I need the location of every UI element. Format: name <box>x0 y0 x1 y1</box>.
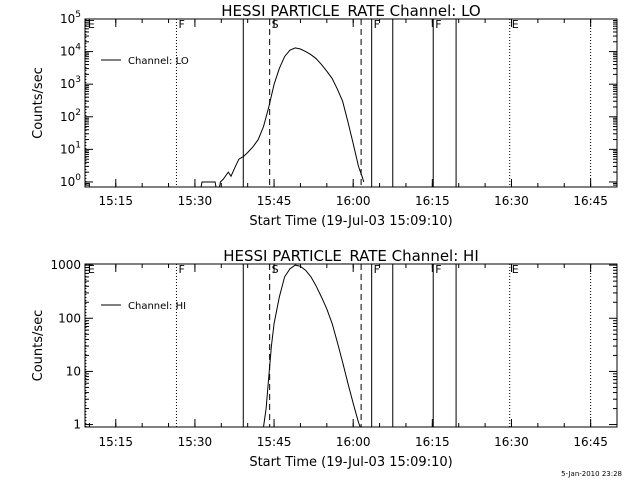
x-tick-label: 16:30 <box>494 194 529 208</box>
event-marker-label: F <box>374 18 380 31</box>
y-tick-exponent: 0 <box>75 173 81 183</box>
chart-title: HESSI PARTICLE_RATE Channel: HI <box>223 247 479 266</box>
event-marker-label: E <box>88 263 95 276</box>
y-tick-exponent: 1 <box>75 140 81 150</box>
x-tick-label: 15:30 <box>178 194 213 208</box>
x-tick-label: 16:15 <box>415 194 450 208</box>
event-marker-label: F <box>178 263 184 276</box>
y-tick-label: 100 <box>60 173 81 189</box>
event-marker-label: F <box>435 18 441 31</box>
series-line <box>200 47 365 188</box>
y-tick-base: 10 <box>60 110 75 124</box>
event-marker-label: S <box>272 18 279 31</box>
y-tick-base: 10 <box>60 142 75 156</box>
chart-title: HESSI PARTICLE_RATE Channel: LO <box>221 2 480 21</box>
x-tick-label: 16:30 <box>494 435 529 449</box>
x-tick-label: 15:15 <box>98 194 133 208</box>
y-tick-label: 103 <box>60 75 81 91</box>
event-marker-label: F <box>374 263 380 276</box>
y-tick-exponent: 5 <box>75 10 81 20</box>
x-tick-label: 16:45 <box>573 435 608 449</box>
x-axis-label: Start Time (19-Jul-03 15:09:10) <box>249 455 452 470</box>
y-tick-base: 10 <box>60 175 75 189</box>
y-tick-label: 105 <box>60 10 81 26</box>
y-tick-base: 10 <box>60 77 75 91</box>
y-tick-exponent: 4 <box>75 43 81 53</box>
y-tick-exponent: 3 <box>75 75 81 85</box>
y-tick-label: 1000 <box>50 258 81 272</box>
x-tick-label: 15:45 <box>257 435 292 449</box>
hi-channel-panel: HESSI PARTICLE_RATE Channel: HI 15:15 15:3… <box>31 247 618 470</box>
x-tick-label: 15:30 <box>178 435 213 449</box>
x-tick-label: 15:45 <box>257 194 292 208</box>
x-tick-label: 16:15 <box>415 435 450 449</box>
y-tick-base: 10 <box>60 12 75 26</box>
x-tick-label: 16:00 <box>336 435 371 449</box>
y-tick-label: 101 <box>60 140 81 156</box>
footer-timestamp: 5-Jan-2010 23:28 <box>561 470 622 478</box>
x-axis-label: Start Time (19-Jul-03 15:09:10) <box>249 214 452 229</box>
x-tick-label: 16:45 <box>573 194 608 208</box>
x-tick-label: 16:00 <box>336 194 371 208</box>
y-tick-base: 10 <box>60 45 75 59</box>
y-tick-label: 104 <box>60 43 81 59</box>
event-marker-label: S <box>272 263 279 276</box>
y-axis-label: Counts/sec <box>31 310 46 382</box>
plot-frame <box>84 18 618 188</box>
event-marker-label: E <box>512 263 519 276</box>
y-tick-label: 102 <box>60 108 81 124</box>
y-tick-label: 1 <box>73 418 81 432</box>
series-line <box>263 264 361 428</box>
lo-channel-panel: HESSI PARTICLE_RATE Channel: LO 15:15 15:3… <box>31 2 618 229</box>
y-axis-label: Counts/sec <box>31 67 46 139</box>
plot-frame <box>84 263 618 428</box>
y-tick-exponent: 2 <box>75 108 81 118</box>
legend-label: Channel: LO <box>128 56 189 67</box>
y-tick-label: 100 <box>58 311 81 325</box>
legend-label: Channel: HI <box>128 301 186 312</box>
event-marker-label: F <box>178 18 184 31</box>
y-tick-label: 10 <box>66 364 81 378</box>
event-marker-label: F <box>435 263 441 276</box>
event-marker-label: E <box>88 18 95 31</box>
event-marker-label: E <box>512 18 519 31</box>
x-tick-label: 15:15 <box>98 435 133 449</box>
